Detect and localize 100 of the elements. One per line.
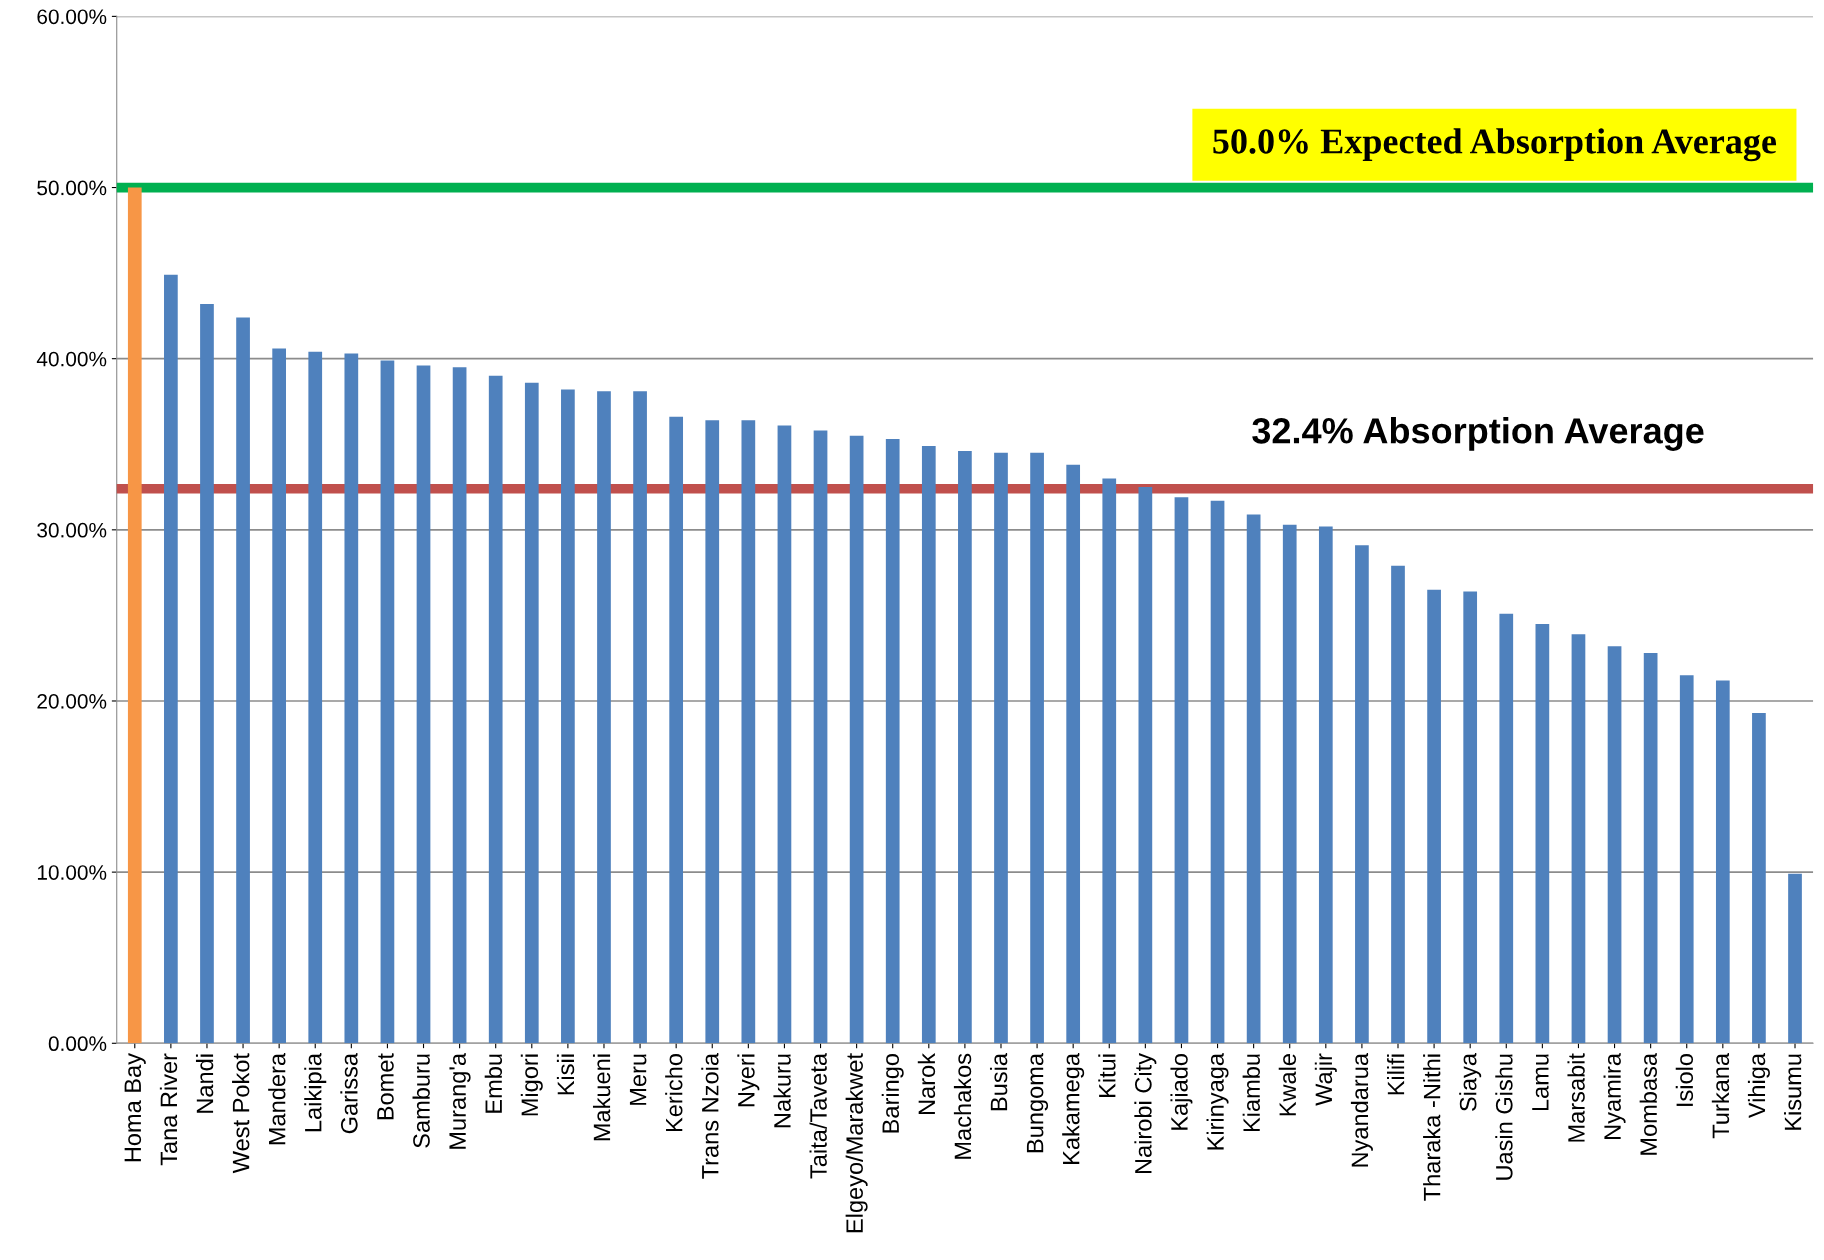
x-tick-label: Nandi — [195, 1054, 214, 1113]
x-tick-label: Laikipia — [304, 1053, 327, 1132]
x-tick-label: Bungoma — [1026, 1053, 1049, 1153]
bar — [597, 391, 611, 1044]
bar — [921, 445, 936, 1044]
x-tick-label: Turkana — [1711, 1053, 1730, 1139]
bar — [633, 391, 647, 1044]
x-tick-label: Kilifi — [1386, 1054, 1405, 1095]
bar — [777, 425, 792, 1044]
bar — [452, 367, 467, 1044]
x-tick-label: Nyamira — [1603, 1053, 1626, 1139]
y-tick-label: 50.00% — [37, 180, 107, 196]
bar — [1066, 464, 1081, 1044]
bar — [1571, 634, 1586, 1044]
bar — [1102, 478, 1117, 1044]
bar — [1030, 452, 1044, 1044]
x-tick-label: Makueni — [592, 1054, 611, 1141]
x-tick-label: Uasin Gishu — [1495, 1054, 1513, 1180]
bar — [669, 416, 684, 1044]
x-tick-label: Siaya — [1459, 1053, 1482, 1111]
bar — [1138, 487, 1153, 1044]
bar — [561, 389, 575, 1044]
x-tick-label: Mandera — [268, 1052, 286, 1145]
bar — [200, 303, 214, 1044]
x-tick-label: Nyandarua — [1350, 1052, 1373, 1167]
bar — [1210, 500, 1225, 1044]
bar — [380, 360, 395, 1044]
bar — [344, 353, 359, 1044]
x-tick-label: Kwale — [1278, 1054, 1297, 1116]
x-tick-label: Isiolo — [1675, 1053, 1694, 1106]
y-tick-label: 60.00% — [37, 9, 107, 25]
bar — [488, 375, 503, 1044]
bar — [236, 317, 250, 1044]
bar — [958, 451, 972, 1044]
y-tick-label: 10.00% — [37, 865, 107, 880]
bar — [1679, 675, 1694, 1044]
x-tick-label: Vihiga — [1747, 1053, 1770, 1119]
bar — [1499, 613, 1514, 1044]
x-tick-label: Kakamega — [1062, 1053, 1085, 1164]
x-tick-label: Kisii — [556, 1054, 575, 1095]
x-tick-label: Embu — [484, 1054, 503, 1113]
bar — [1246, 514, 1261, 1044]
bar — [1715, 680, 1730, 1044]
x-tick-label: Bomet — [377, 1053, 394, 1120]
x-tick-label: Tharaka -Nithi — [1423, 1054, 1441, 1201]
x-tick-label: Elgeyo/Marakwet — [845, 1053, 868, 1233]
x-tick-label: Kisumu — [1784, 1054, 1802, 1130]
bar — [1355, 545, 1369, 1044]
bar — [1391, 565, 1405, 1044]
bar — [813, 430, 828, 1044]
bar — [416, 365, 431, 1044]
bar — [272, 348, 287, 1044]
x-tick-label: Murang'a — [449, 1053, 471, 1149]
bar — [885, 439, 900, 1044]
bar — [164, 274, 178, 1044]
x-tick-label: Kiambu — [1242, 1054, 1260, 1132]
bar — [1752, 712, 1766, 1044]
bar — [1463, 591, 1478, 1044]
x-tick-label: Garissa — [340, 1053, 358, 1134]
bar — [994, 452, 1008, 1044]
x-tick-label: Taita/Taveta — [809, 1052, 827, 1179]
x-tick-label: Mombasa — [1639, 1053, 1657, 1155]
bar — [1427, 589, 1441, 1044]
x-tick-label: Machakos — [953, 1053, 972, 1159]
bar — [705, 420, 720, 1044]
x-tick-label: Lamu — [1532, 1054, 1549, 1111]
bar — [127, 187, 142, 1044]
bar — [1318, 526, 1333, 1044]
bar — [1643, 653, 1658, 1044]
y-tick-label: 30.00% — [37, 522, 107, 538]
x-tick-label: Wajir — [1314, 1053, 1337, 1106]
x-tick-label: Nyeri — [737, 1054, 760, 1107]
bar — [1607, 646, 1622, 1044]
x-tick-label: Meru — [629, 1054, 647, 1105]
x-tick-label: Homa Bay — [124, 1053, 146, 1162]
x-tick-label: Kajiado — [1170, 1053, 1193, 1130]
bar — [308, 351, 323, 1044]
y-tick-label: 20.00% — [37, 693, 107, 709]
x-tick-label: Busia — [989, 1053, 1008, 1111]
x-tick-label: Tana River — [159, 1053, 178, 1166]
x-tick-label: Narok — [917, 1052, 936, 1115]
bar — [741, 420, 756, 1044]
bar — [1535, 623, 1550, 1044]
ref-line-label: 32.4% Absorption Average — [1252, 417, 1704, 451]
bar — [524, 382, 539, 1044]
x-tick-label: Nairobi City — [1134, 1053, 1157, 1174]
bar — [1282, 524, 1297, 1044]
x-tick-label: Migori — [520, 1054, 543, 1116]
x-tick-label: Kericho — [665, 1053, 683, 1132]
x-tick-label: Trans Nzoia — [701, 1053, 719, 1179]
bar — [1788, 873, 1802, 1044]
x-tick-label: Kitui — [1098, 1054, 1116, 1097]
x-tick-label: Samburu — [412, 1054, 430, 1148]
y-tick-label: 40.00% — [36, 351, 107, 367]
x-tick-label: Baringo — [881, 1053, 904, 1133]
y-tick-label: 0.00% — [48, 1036, 107, 1052]
bar — [849, 435, 864, 1044]
x-tick-label: Kirinyaga — [1206, 1053, 1229, 1150]
x-tick-label: Marsabit — [1567, 1053, 1585, 1142]
bar — [1174, 497, 1189, 1044]
